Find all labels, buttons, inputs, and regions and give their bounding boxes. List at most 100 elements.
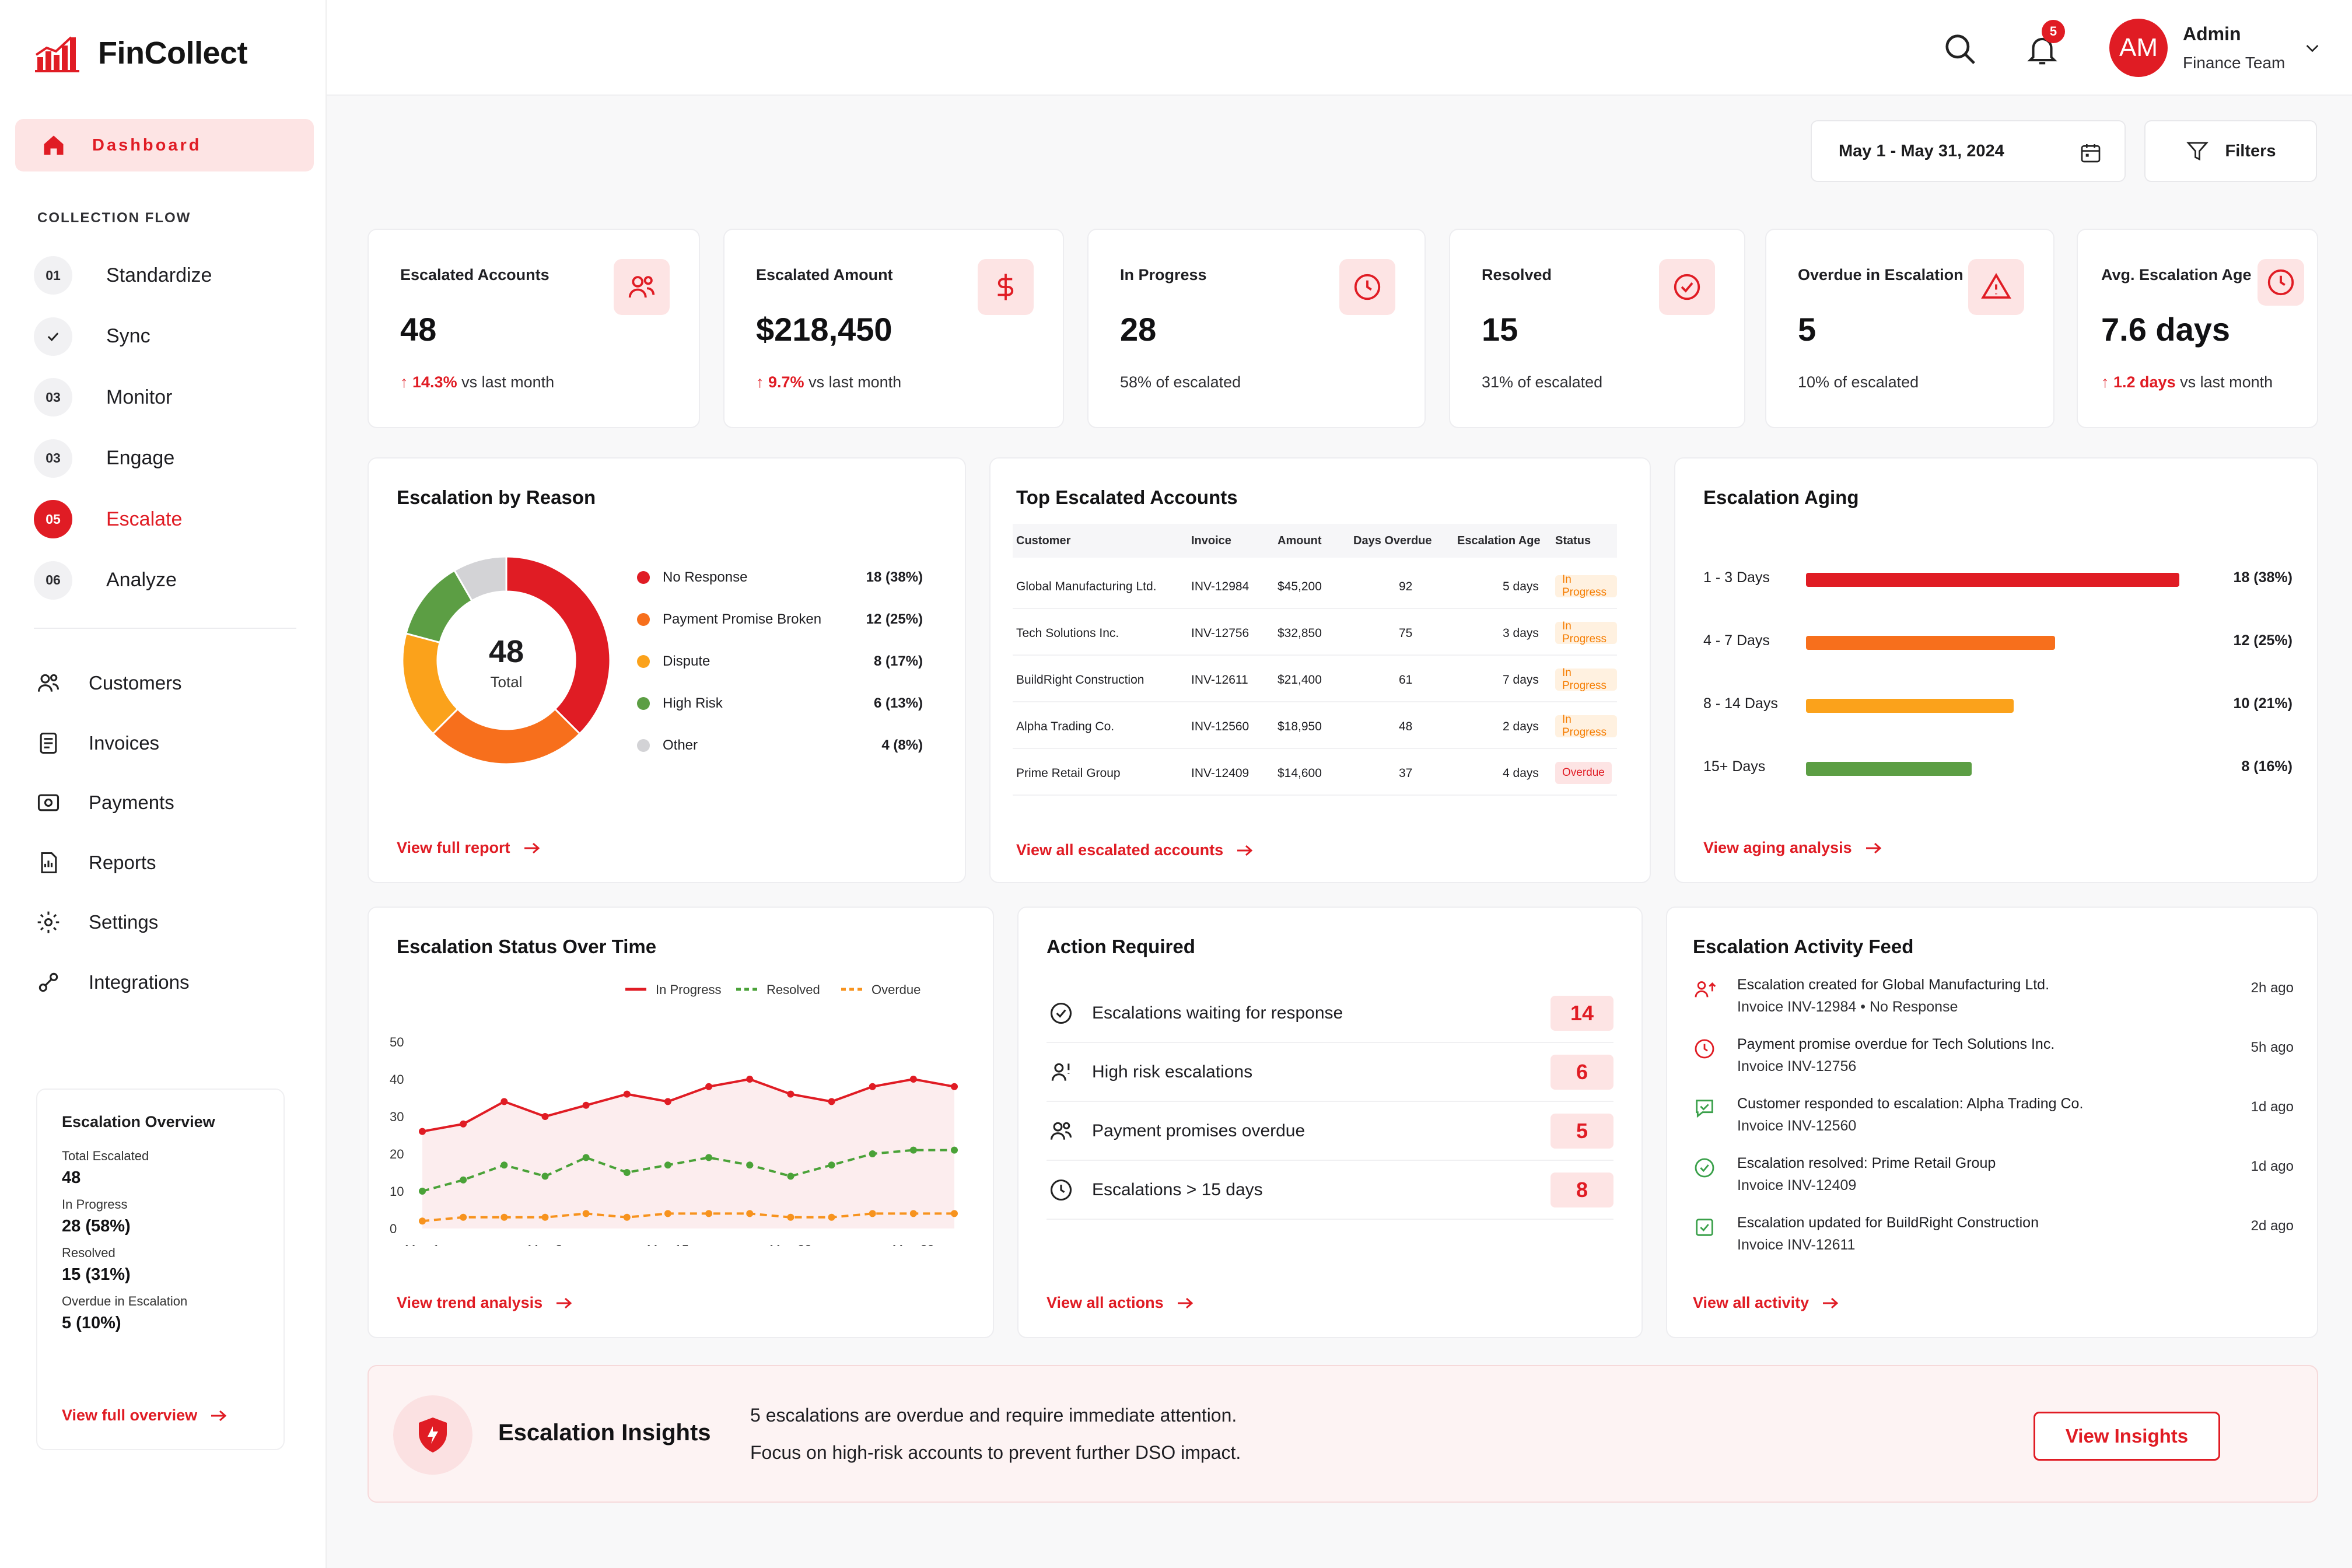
table-row[interactable]: Tech Solutions Inc. INV-12756 $32,850 75… bbox=[1013, 610, 1617, 656]
action-item[interactable]: Payment promises overdue 5 bbox=[1046, 1102, 1614, 1161]
app-logo[interactable]: FinCollect bbox=[35, 34, 248, 72]
sidebar-item-integrations[interactable]: Integrations bbox=[34, 953, 189, 1013]
aging-bar[interactable] bbox=[1806, 573, 2179, 587]
data-point[interactable] bbox=[869, 1210, 876, 1217]
data-point[interactable] bbox=[828, 1213, 835, 1221]
donut-slice-no-response[interactable] bbox=[505, 555, 611, 735]
data-point[interactable] bbox=[746, 1076, 754, 1083]
table-row[interactable]: Prime Retail Group INV-12409 $14,600 37 … bbox=[1013, 750, 1617, 796]
data-point[interactable] bbox=[501, 1098, 508, 1105]
data-point[interactable] bbox=[541, 1172, 549, 1180]
data-point[interactable] bbox=[705, 1210, 713, 1217]
view-full-overview-link[interactable]: View full overview bbox=[62, 1406, 228, 1424]
view-trend-analysis-link[interactable]: View trend analysis bbox=[397, 1294, 573, 1312]
sidebar-item-settings[interactable]: Settings bbox=[34, 892, 189, 953]
data-point[interactable] bbox=[828, 1098, 835, 1105]
data-point[interactable] bbox=[582, 1210, 590, 1217]
data-point[interactable] bbox=[787, 1172, 794, 1180]
users-icon bbox=[1050, 1122, 1072, 1140]
data-point[interactable] bbox=[501, 1213, 508, 1221]
data-point[interactable] bbox=[460, 1120, 467, 1128]
data-point[interactable] bbox=[705, 1154, 713, 1161]
view-all-activity-link[interactable]: View all activity bbox=[1693, 1294, 1839, 1312]
table-row[interactable]: Global Manufacturing Ltd. INV-12984 $45,… bbox=[1013, 564, 1617, 609]
kpi-card-in-progress[interactable]: In Progress 28 58% of escalated bbox=[1087, 229, 1426, 428]
flow-item-monitor[interactable]: 03 Monitor bbox=[34, 367, 212, 428]
data-point[interactable] bbox=[951, 1083, 958, 1090]
data-point[interactable] bbox=[951, 1146, 958, 1154]
activity-item[interactable]: Customer responded to escalation: Alpha … bbox=[1693, 1096, 2294, 1154]
data-point[interactable] bbox=[419, 1128, 426, 1135]
data-point[interactable] bbox=[582, 1154, 590, 1161]
data-point[interactable] bbox=[623, 1213, 631, 1221]
data-point[interactable] bbox=[746, 1161, 754, 1169]
donut-slice-other[interactable] bbox=[453, 555, 508, 602]
data-point[interactable] bbox=[828, 1161, 835, 1169]
view-all-actions-link[interactable]: View all actions bbox=[1046, 1294, 1194, 1312]
aging-bar[interactable] bbox=[1806, 636, 2055, 650]
data-point[interactable] bbox=[951, 1210, 958, 1217]
data-point[interactable] bbox=[705, 1083, 713, 1090]
search-icon[interactable] bbox=[1943, 32, 1979, 68]
nav-dashboard[interactable]: Dashboard bbox=[15, 119, 314, 172]
avatar[interactable]: AM bbox=[2109, 19, 2168, 77]
table-row[interactable]: BuildRight Construction INV-12611 $21,40… bbox=[1013, 657, 1617, 702]
data-point[interactable] bbox=[541, 1213, 549, 1221]
data-point[interactable] bbox=[869, 1150, 876, 1157]
data-point[interactable] bbox=[501, 1161, 508, 1169]
flow-item-escalate[interactable]: 05 Escalate bbox=[34, 489, 212, 550]
sidebar-item-customers[interactable]: Customers bbox=[34, 653, 189, 713]
aging-bar[interactable] bbox=[1806, 762, 1972, 776]
flow-item-sync[interactable]: Sync bbox=[34, 306, 212, 368]
donut-slice-payment-promise-broken[interactable] bbox=[432, 708, 581, 765]
kpi-card-avg-escalation-age[interactable]: Avg. Escalation Age 7.6 days ↑ 1.2 days … bbox=[2077, 229, 2318, 428]
data-point[interactable] bbox=[582, 1101, 590, 1109]
data-point[interactable] bbox=[623, 1090, 631, 1098]
user-name[interactable]: Admin bbox=[2183, 23, 2241, 44]
sidebar-item-reports[interactable]: Reports bbox=[34, 833, 189, 893]
data-point[interactable] bbox=[419, 1188, 426, 1195]
data-point[interactable] bbox=[419, 1217, 426, 1225]
data-point[interactable] bbox=[460, 1176, 467, 1184]
view-all-escalated-accounts-label: View all escalated accounts bbox=[1016, 841, 1224, 859]
data-point[interactable] bbox=[909, 1146, 917, 1154]
date-range-picker[interactable]: May 1 - May 31, 2024 bbox=[1811, 120, 2126, 182]
activity-item[interactable]: Payment promise overdue for Tech Solutio… bbox=[1693, 1036, 2294, 1094]
aging-bar[interactable] bbox=[1806, 699, 2014, 713]
data-point[interactable] bbox=[787, 1090, 794, 1098]
data-point[interactable] bbox=[664, 1161, 671, 1169]
top-escalated-accounts-card: Top Escalated Accounts Customer Invoice … bbox=[989, 457, 1651, 883]
data-point[interactable] bbox=[909, 1210, 917, 1217]
flow-item-standardize[interactable]: 01 Standardize bbox=[34, 245, 212, 306]
data-point[interactable] bbox=[664, 1210, 671, 1217]
action-item[interactable]: Escalations > 15 days 8 bbox=[1046, 1161, 1614, 1220]
view-insights-button[interactable]: View Insights bbox=[2034, 1412, 2220, 1461]
data-point[interactable] bbox=[664, 1098, 671, 1105]
flow-item-engage[interactable]: 03 Engage bbox=[34, 428, 212, 489]
data-point[interactable] bbox=[787, 1213, 794, 1221]
flow-item-analyze[interactable]: 06 Analyze bbox=[34, 550, 212, 611]
sidebar-item-invoices[interactable]: Invoices bbox=[34, 713, 189, 774]
data-point[interactable] bbox=[541, 1113, 549, 1120]
sidebar-item-payments[interactable]: Payments bbox=[34, 773, 189, 833]
view-aging-analysis-link[interactable]: View aging analysis bbox=[1703, 839, 1882, 857]
data-point[interactable] bbox=[909, 1076, 917, 1083]
activity-item[interactable]: Escalation updated for BuildRight Constr… bbox=[1693, 1214, 2294, 1273]
kpi-card-overdue-in-escalation[interactable]: Overdue in Escalation 5 10% of escalated bbox=[1765, 229, 2054, 428]
kpi-card-escalated-accounts[interactable]: Escalated Accounts 48 ↑ 14.3% vs last mo… bbox=[368, 229, 700, 428]
activity-item[interactable]: Escalation created for Global Manufactur… bbox=[1693, 977, 2294, 1035]
view-full-report-link[interactable]: View full report bbox=[397, 839, 541, 857]
kpi-card-resolved[interactable]: Resolved 15 31% of escalated bbox=[1449, 229, 1745, 428]
chevron-down-icon[interactable] bbox=[2303, 38, 2322, 57]
data-point[interactable] bbox=[869, 1083, 876, 1090]
kpi-card-escalated-amount[interactable]: Escalated Amount $218,450 ↑ 9.7% vs last… bbox=[723, 229, 1064, 428]
action-item[interactable]: Escalations waiting for response 14 bbox=[1046, 985, 1614, 1043]
filters-button[interactable]: Filters bbox=[2144, 120, 2317, 182]
table-row[interactable]: Alpha Trading Co. INV-12560 $18,950 48 2… bbox=[1013, 704, 1617, 749]
activity-item[interactable]: Escalation resolved: Prime Retail Group … bbox=[1693, 1155, 2294, 1213]
data-point[interactable] bbox=[623, 1169, 631, 1176]
action-item[interactable]: High risk escalations 6 bbox=[1046, 1044, 1614, 1102]
data-point[interactable] bbox=[460, 1213, 467, 1221]
data-point[interactable] bbox=[746, 1210, 754, 1217]
view-all-escalated-accounts-link[interactable]: View all escalated accounts bbox=[1016, 841, 1254, 859]
